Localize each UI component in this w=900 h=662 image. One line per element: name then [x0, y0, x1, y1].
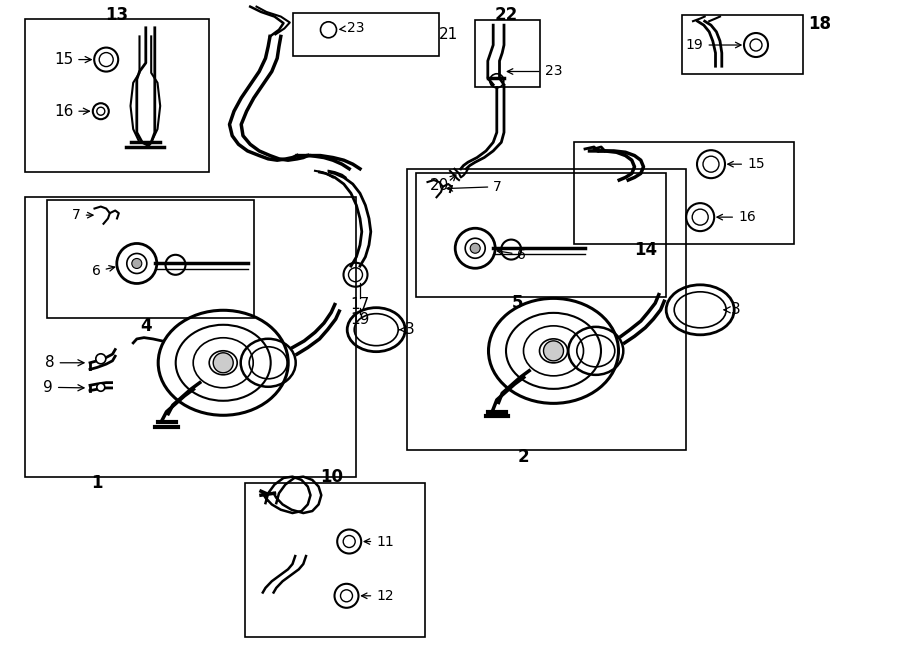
- Text: 2: 2: [518, 448, 529, 466]
- Text: 10: 10: [320, 467, 343, 486]
- Text: 3: 3: [724, 303, 741, 317]
- Circle shape: [97, 383, 104, 391]
- Text: 6: 6: [498, 248, 526, 262]
- Text: 14: 14: [634, 241, 658, 260]
- Text: 5: 5: [512, 294, 523, 312]
- Text: 16: 16: [54, 104, 89, 118]
- Text: 23: 23: [508, 64, 562, 79]
- Text: 15: 15: [728, 157, 765, 171]
- Text: 17: 17: [350, 297, 370, 312]
- Text: 22: 22: [494, 5, 518, 24]
- Text: 19: 19: [350, 312, 370, 326]
- Text: 8: 8: [45, 355, 84, 370]
- Text: 4: 4: [140, 316, 151, 335]
- Text: 12: 12: [362, 589, 394, 603]
- Circle shape: [470, 243, 481, 254]
- Circle shape: [213, 353, 233, 373]
- Text: 19: 19: [686, 38, 741, 52]
- Text: 13: 13: [105, 5, 129, 24]
- Text: 6: 6: [92, 264, 114, 279]
- Circle shape: [131, 258, 142, 269]
- Text: 7: 7: [447, 179, 502, 194]
- Text: 3: 3: [400, 322, 415, 337]
- Text: 7: 7: [72, 208, 93, 222]
- Text: 11: 11: [364, 534, 394, 549]
- Text: 18: 18: [808, 15, 832, 32]
- Text: 9: 9: [43, 380, 84, 395]
- Text: 21: 21: [438, 27, 458, 42]
- Text: 23: 23: [340, 21, 364, 35]
- Text: 15: 15: [54, 52, 91, 67]
- Circle shape: [544, 341, 563, 361]
- Circle shape: [95, 354, 106, 364]
- Text: 16: 16: [717, 210, 756, 224]
- Text: 20: 20: [429, 178, 449, 193]
- Text: 1: 1: [92, 474, 103, 493]
